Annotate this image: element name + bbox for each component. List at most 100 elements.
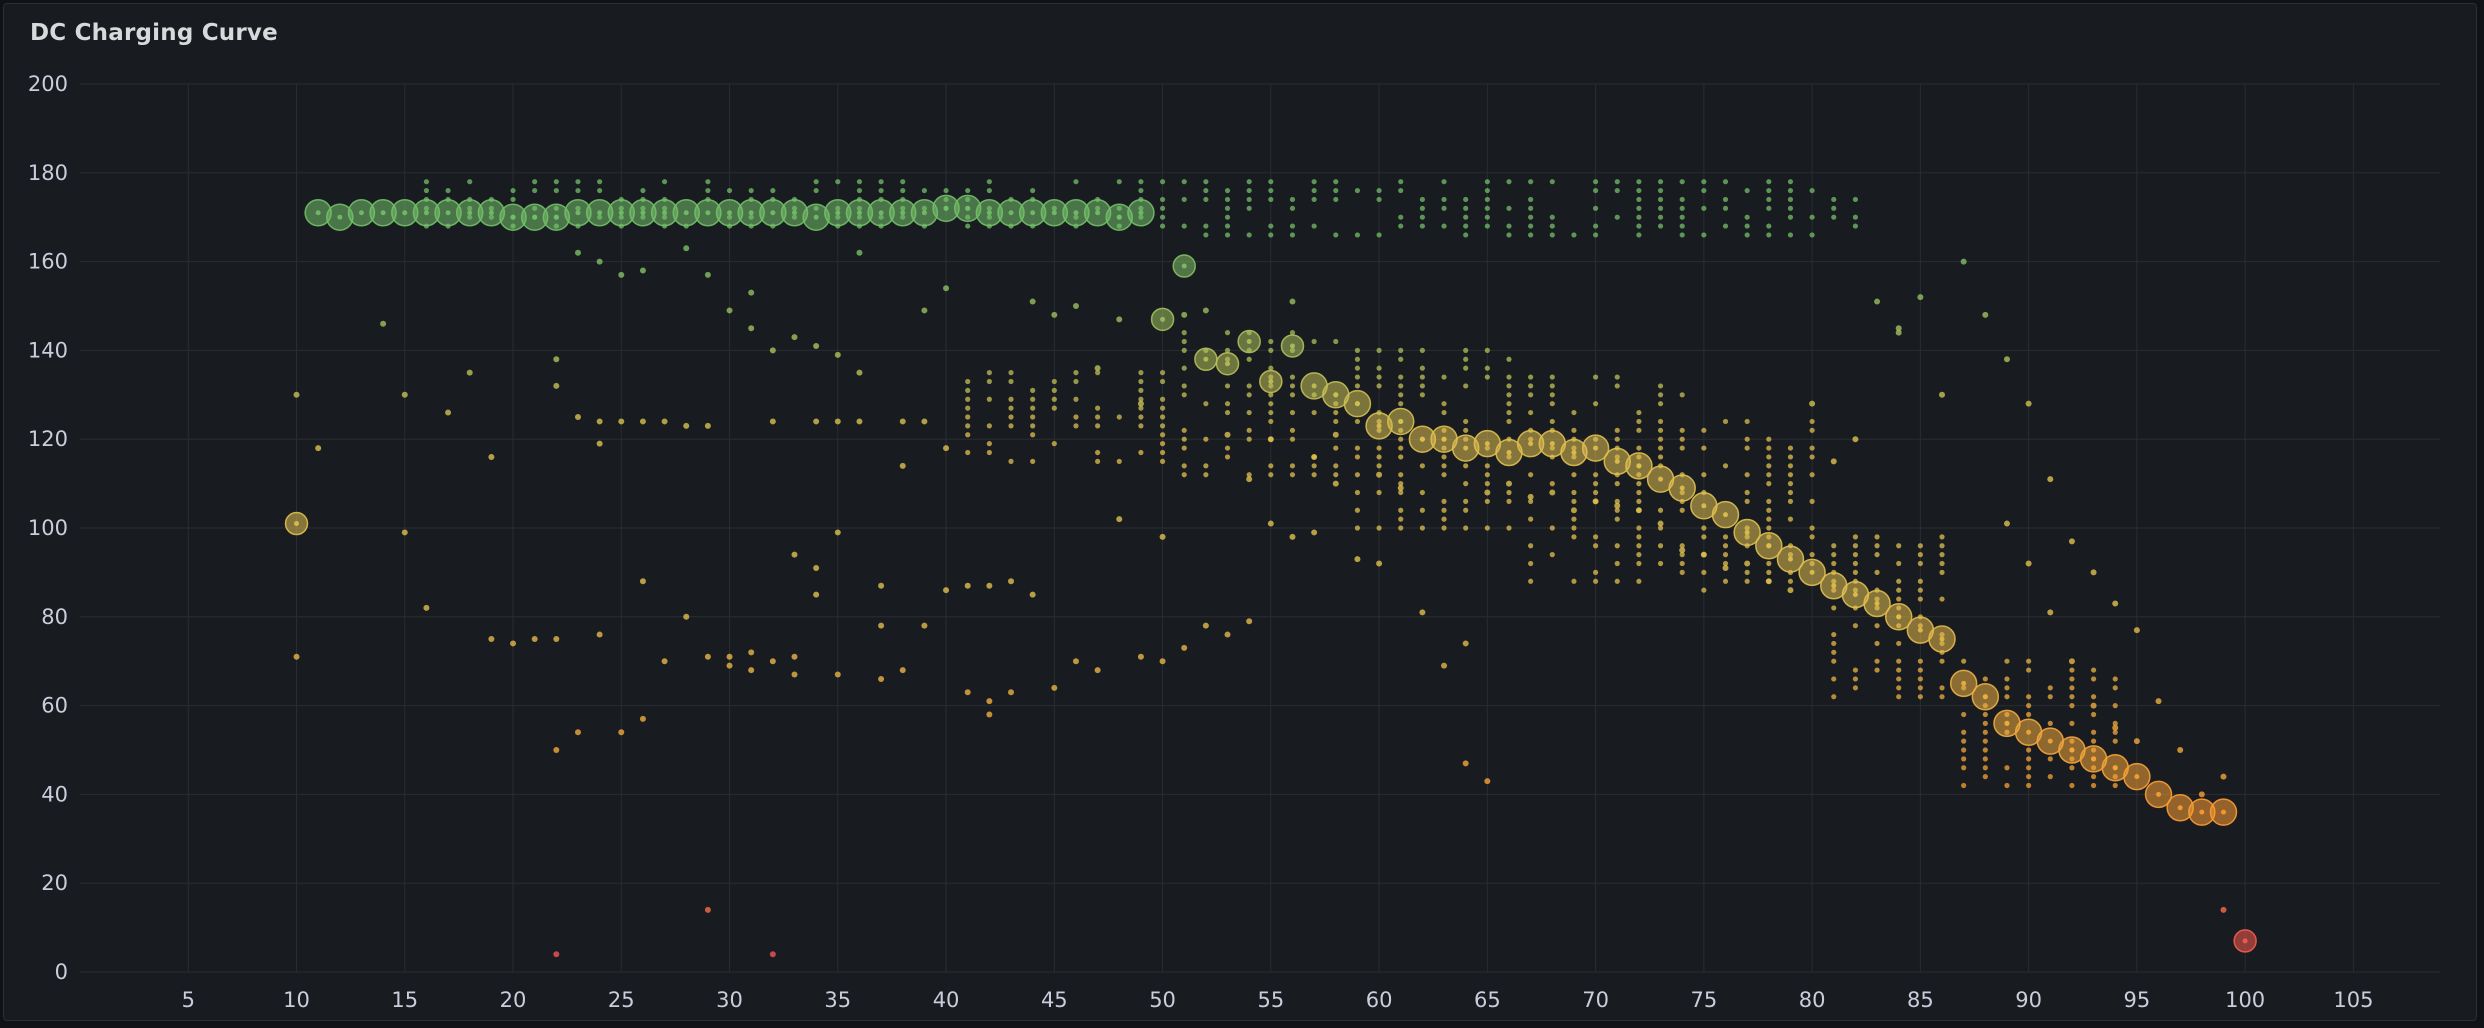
data-point	[1614, 187, 1620, 194]
data-point	[1896, 543, 1902, 549]
data-point	[1592, 401, 1599, 407]
data-point	[1159, 458, 1166, 464]
data-point	[2155, 698, 2162, 705]
data-point	[1592, 232, 1599, 238]
data-point	[1939, 596, 1945, 602]
data-point	[1159, 533, 1166, 540]
data-point	[1419, 214, 1425, 220]
data-point	[1354, 489, 1361, 496]
data-point	[596, 440, 603, 447]
data-point	[1289, 472, 1296, 478]
data-point	[878, 179, 884, 185]
data-point	[1311, 453, 1318, 460]
data-point	[1289, 427, 1296, 433]
x-tick-label: 5	[182, 988, 195, 1012]
data-point	[921, 418, 928, 425]
data-point	[1224, 205, 1231, 211]
data-point	[1376, 196, 1382, 203]
data-point	[1766, 507, 1772, 513]
data-point	[1354, 374, 1361, 380]
data-point	[2068, 658, 2075, 665]
data-point	[1311, 338, 1317, 345]
data-point	[921, 307, 928, 314]
data-point	[1614, 560, 1620, 567]
data-point	[1224, 187, 1231, 194]
data-point	[1657, 454, 1664, 460]
data-point	[1051, 684, 1058, 691]
data-point	[1419, 507, 1425, 513]
data-point	[1592, 578, 1599, 584]
data-point	[1614, 436, 1620, 442]
data-point	[1982, 747, 1988, 753]
data-point	[899, 462, 906, 469]
data-point	[1701, 534, 1707, 540]
data-point	[986, 378, 992, 385]
data-point	[986, 582, 993, 589]
data-point	[1095, 414, 1101, 420]
data-point	[1766, 481, 1772, 487]
data-point	[1441, 498, 1447, 504]
data-point	[1982, 311, 1989, 318]
data-point	[2112, 724, 2119, 731]
data-point	[1246, 392, 1252, 398]
data-point	[1181, 383, 1187, 389]
data-point	[1636, 560, 1642, 567]
data-point	[1202, 622, 1209, 629]
data-point	[1571, 525, 1577, 531]
data-point	[1463, 232, 1469, 238]
data-point	[1398, 347, 1404, 353]
data-point	[1506, 383, 1512, 389]
curve-point-center	[2026, 729, 2032, 735]
data-point	[1311, 409, 1317, 416]
curve-point-center	[813, 214, 819, 220]
curve-point-center	[727, 210, 733, 216]
data-point	[1268, 392, 1274, 398]
curve-point-center	[1008, 210, 1014, 216]
data-point	[1809, 498, 1815, 504]
data-point	[1354, 365, 1361, 371]
data-point	[1333, 196, 1339, 203]
data-point	[2047, 720, 2053, 726]
data-point	[1528, 578, 1534, 584]
data-point	[704, 906, 711, 913]
data-point	[1463, 463, 1469, 469]
data-point	[2069, 685, 2075, 691]
curve-point-center	[337, 214, 343, 220]
data-point	[1917, 667, 1923, 673]
data-point	[1419, 347, 1425, 353]
data-point	[1592, 187, 1599, 194]
y-tick-label: 120	[28, 427, 68, 451]
data-point	[1268, 463, 1274, 469]
data-point	[1852, 667, 1859, 673]
x-tick-label: 20	[500, 988, 527, 1012]
data-point	[1852, 623, 1859, 629]
data-point	[1398, 454, 1404, 460]
data-point	[1787, 232, 1794, 238]
data-point	[965, 396, 971, 402]
curve-point-center	[705, 210, 711, 216]
data-point	[2112, 782, 2118, 789]
curve-point-center	[358, 210, 364, 216]
data-point	[1614, 502, 1621, 509]
data-point	[2090, 774, 2097, 780]
data-point	[1701, 525, 1707, 531]
curve-point-center	[770, 210, 776, 216]
data-point	[1463, 481, 1469, 487]
data-point	[597, 187, 603, 194]
data-point	[2069, 703, 2075, 709]
data-point	[1246, 232, 1252, 238]
data-point	[835, 179, 841, 185]
curve-point-center	[575, 210, 581, 216]
data-point	[1203, 223, 1209, 229]
data-point	[1398, 392, 1404, 398]
data-point	[2026, 774, 2032, 780]
data-point	[1376, 445, 1382, 451]
data-point	[2003, 356, 2010, 363]
data-point	[2133, 738, 2140, 745]
data-point	[965, 405, 971, 411]
data-point	[2026, 782, 2032, 789]
data-point	[1224, 445, 1231, 451]
data-point	[1896, 685, 1902, 691]
data-point	[1549, 223, 1555, 229]
data-point	[1722, 560, 1729, 567]
